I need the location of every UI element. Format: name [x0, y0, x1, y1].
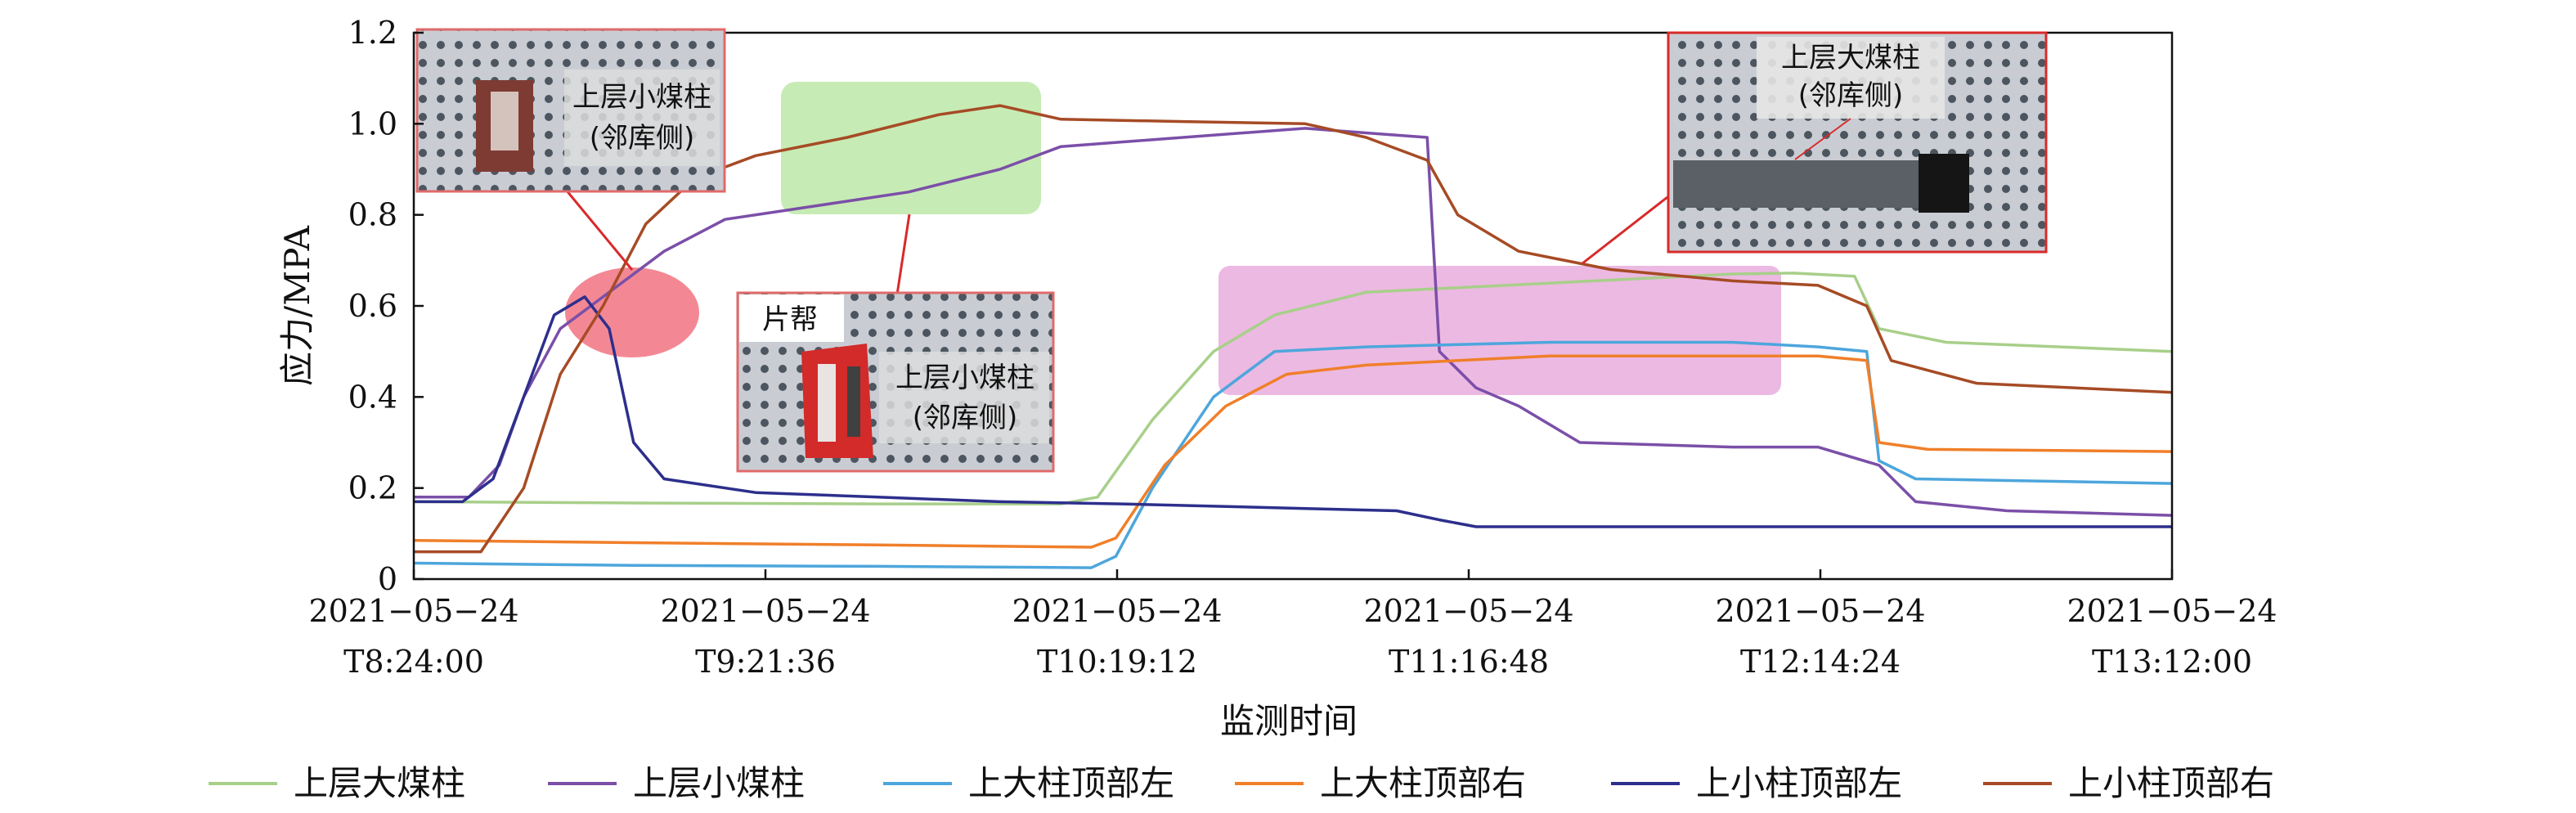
legend-label: 上小柱顶部左 — [1696, 763, 1902, 803]
legend-label: 上大柱顶部右 — [1320, 763, 1526, 803]
series-line-6 — [414, 104, 2172, 554]
photo-inset-top-left: 上层小煤柱 (邻库侧) — [415, 28, 726, 193]
legend-label: 上层大煤柱 — [294, 763, 465, 803]
connector-line-center — [895, 213, 911, 295]
series-line-2 — [414, 127, 2172, 517]
y-tick-label: 1.2 — [348, 15, 397, 51]
x-tick-label-time: T12:14:24 — [1740, 644, 1901, 680]
series-line-4 — [414, 354, 2172, 549]
photo-top-left-line1: 上层小煤柱 — [572, 81, 711, 114]
x-tick-label-date: 2021−05−24 — [308, 593, 518, 629]
x-tick-label-date: 2021−05−24 — [660, 593, 870, 629]
photo-center-line1: 上层小煤柱 — [895, 362, 1034, 394]
y-tick-label: 0.8 — [348, 197, 397, 233]
legend: 上层大煤柱 上层小煤柱 上大柱顶部左 上大柱顶部右 上小柱顶部左 上小柱顶部右 — [209, 763, 2274, 803]
series-line-1 — [414, 272, 2172, 505]
y-axis: 0 0.2 0.4 0.6 0.8 1.0 1.2 — [348, 15, 424, 597]
y-tick-label: 0.2 — [348, 470, 397, 506]
x-tick-label-time: T11:16:48 — [1389, 644, 1549, 680]
x-tick-label-date: 2021−05−24 — [2067, 593, 2277, 629]
x-axis: 2021−05−24 T8:24:00 2021−05−24 T9:21:36 2021… — [308, 569, 2278, 680]
photo-right-line1: 上层大煤柱 — [1781, 42, 1920, 74]
legend-label: 上层小煤柱 — [633, 763, 805, 803]
photo-center-top-label: 片帮 — [762, 303, 818, 336]
series-group — [414, 104, 2172, 569]
x-tick-label-time: T9:21:36 — [695, 644, 836, 680]
photo-inset-right: 上层大煤柱 (邻库侧) — [1667, 31, 2048, 254]
legend-label: 上大柱顶部左 — [968, 763, 1174, 803]
y-axis-title: 应力/MPA — [277, 225, 317, 386]
x-tick-label-time: T10:19:12 — [1037, 644, 1197, 680]
series-line-5 — [414, 295, 2172, 528]
highlight-ellipse-red — [565, 267, 699, 357]
photo-right-line2: (邻库侧) — [1798, 79, 1904, 112]
x-tick-label-date: 2021−05−24 — [1715, 593, 1925, 629]
x-tick-label-date: 2021−05−24 — [1363, 593, 1573, 629]
x-tick-label-time: T8:24:00 — [343, 644, 484, 680]
highlight-box-magenta — [1218, 266, 1781, 395]
y-tick-label: 1.0 — [348, 106, 397, 141]
photo-center-line2: (邻库侧) — [913, 402, 1018, 434]
y-tick-label: 0.4 — [348, 379, 397, 415]
photo-inset-center: 片帮 上层小煤柱 (邻库侧) — [736, 291, 1055, 473]
connector-line-top-left — [564, 189, 634, 271]
highlight-box-green — [781, 82, 1041, 214]
x-axis-title: 监测时间 — [1220, 701, 1358, 741]
photo-top-left-line2: (邻库侧) — [590, 122, 695, 155]
x-tick-label-date: 2021−05−24 — [1012, 593, 1222, 629]
legend-label: 上小柱顶部右 — [2068, 763, 2274, 803]
y-tick-label: 0 — [378, 561, 397, 597]
y-tick-label: 0.6 — [348, 288, 397, 324]
x-tick-label-time: T13:12:00 — [2092, 644, 2252, 680]
